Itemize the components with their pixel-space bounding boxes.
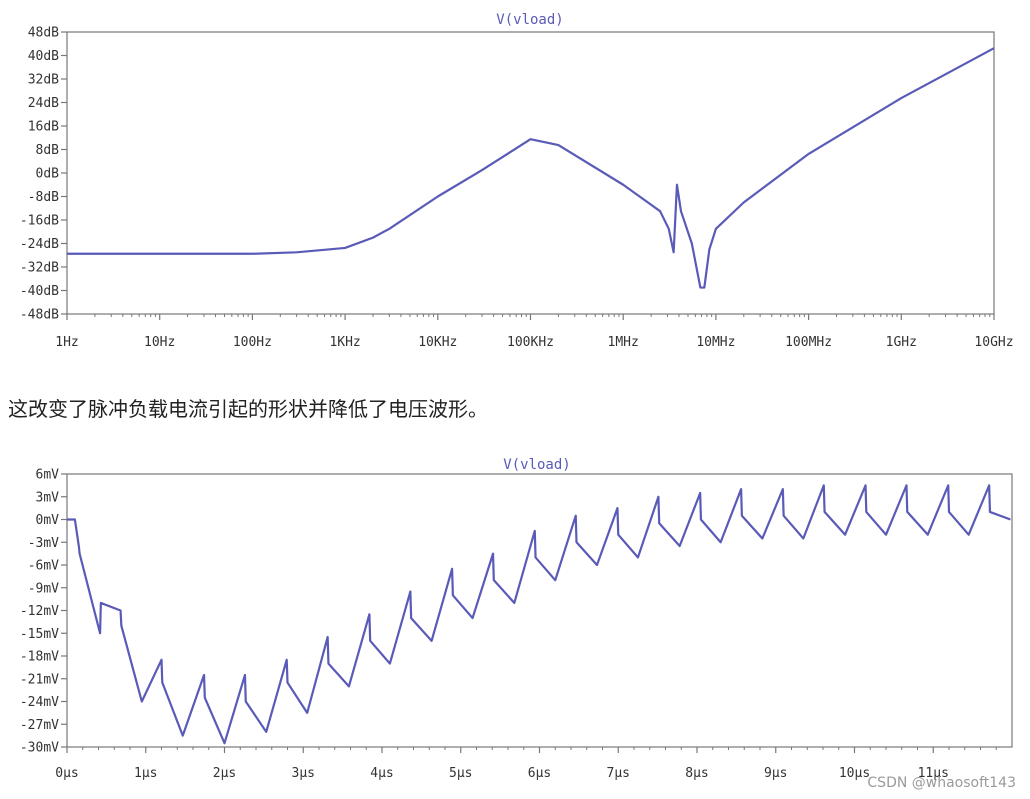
y-tick-label: -27mV [20,718,59,733]
x-tick-label: 4µs [370,766,393,781]
x-tick-label: 10MHz [696,335,735,350]
x-tick-label: 1KHz [329,335,360,350]
x-tick-label: 8µs [685,766,708,781]
y-tick-label: 40dB [28,49,59,64]
series-line [67,484,1011,745]
y-tick-label: 16dB [28,120,59,135]
x-tick-label: 10KHz [418,335,457,350]
y-tick-label: 6mV [36,468,60,483]
y-tick-label: -6mV [28,559,59,574]
watermark-text: CSDN @whaosoft143 [867,775,1016,791]
y-tick-label: -30mV [20,741,59,756]
caption-text: 这改变了脉冲负载电流引起的形状并降低了电压波形。 [8,397,488,421]
transient-chart: V(vload) 6mV 3mV 0mV -3mV -6mV -9mV -12mV -15mV… [20,457,1013,781]
y-tick-label: 32dB [28,73,59,88]
y-tick-label: -16dB [20,214,59,229]
chart1-title: V(vload) [496,12,563,28]
bode-chart: V(vload) 48dB 40dB 32dB 24dB 16dB 8dB 0dB -8dB -… [20,12,1014,350]
x-tick-label: 11µs [918,766,949,781]
x-tick-label: 7µs [607,766,630,781]
x-tick-label: 100KHz [507,335,554,350]
y-tick-label: -24mV [20,695,59,710]
y-tick-label: -21mV [20,672,59,687]
x-tick-label: 10Hz [144,335,175,350]
x-tick-label: 9µs [764,766,787,781]
x-tick-label: 1µs [134,766,157,781]
y-tick-label: -9mV [28,581,59,596]
y-tick-label: -12mV [20,604,59,619]
y-tick-label: 8dB [36,143,60,158]
plot-frame [66,31,995,315]
y-tick-label: -15mV [20,627,59,642]
x-tick-label: 1MHz [608,335,639,350]
y-tick-label: -24dB [20,237,59,252]
y-tick-label: 3mV [36,490,60,505]
y-tick-label: 0dB [36,167,60,182]
y-tick-label: -48dB [20,308,59,323]
y-tick-label: -3mV [28,536,59,551]
y-tick-label: 0mV [36,513,60,528]
x-tick-label: 5µs [449,766,472,781]
x-tick-label: 100MHz [785,335,832,350]
y-tick-label: -18mV [20,650,59,665]
y-tick-label: 48dB [28,26,59,41]
y-tick-label: -32dB [20,261,59,276]
series-line [67,47,995,289]
x-tick-label: 1GHz [886,335,917,350]
x-tick-label: 100Hz [233,335,272,350]
x-tick-label: 0µs [55,766,78,781]
x-tick-label: 1Hz [55,335,78,350]
x-tick-label: 10µs [839,766,870,781]
chart2-title: V(vload) [503,457,570,473]
y-tick-label: -8dB [28,190,59,205]
x-tick-label: 2µs [213,766,236,781]
x-tick-label: 10GHz [974,335,1013,350]
x-tick-label: 3µs [292,766,315,781]
x-tick-label: 6µs [528,766,551,781]
y-tick-label: -40dB [20,284,59,299]
y-tick-label: 24dB [28,96,59,111]
